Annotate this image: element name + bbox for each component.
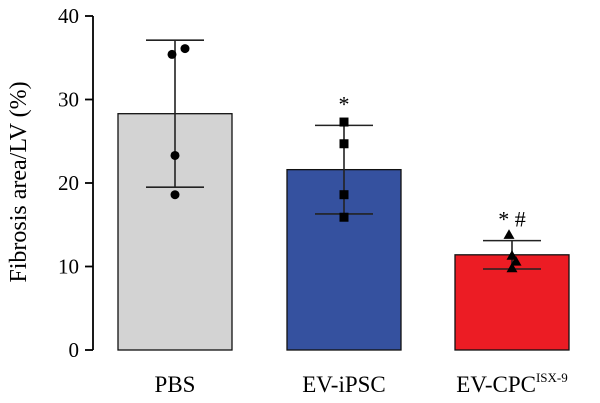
significance-label: * xyxy=(339,91,350,116)
y-axis-title: Fibrosis area/LV (%) xyxy=(6,81,32,282)
data-point xyxy=(506,262,518,273)
data-point xyxy=(180,44,190,54)
bars-group xyxy=(117,113,570,351)
y-tick-label: 10 xyxy=(58,255,79,279)
data-point xyxy=(170,150,180,160)
significance-labels-group: * * # xyxy=(339,91,526,231)
data-point xyxy=(339,190,349,200)
data-points-group xyxy=(167,44,522,273)
category-labels-group: PBS EV-iPSC EV-CPCISX-9 xyxy=(155,370,568,397)
data-point xyxy=(339,117,349,127)
data-point xyxy=(339,139,349,149)
data-point xyxy=(503,229,515,239)
significance-label: * # xyxy=(498,207,526,232)
x-category-label: PBS xyxy=(155,372,196,397)
y-tick-label: 30 xyxy=(58,88,79,112)
x-category-label: EV-iPSC xyxy=(302,372,386,397)
data-point xyxy=(510,255,522,266)
y-tick-label: 0 xyxy=(69,338,80,362)
data-point xyxy=(167,49,177,59)
data-point xyxy=(506,250,518,260)
data-point xyxy=(170,190,180,200)
y-tick-label: 20 xyxy=(58,171,79,195)
y-axis: 0 10 20 30 40 xyxy=(58,4,94,362)
x-category-label: EV-CPCISX-9 xyxy=(456,370,567,397)
y-tick-label: 40 xyxy=(58,4,79,28)
data-point xyxy=(339,212,349,222)
